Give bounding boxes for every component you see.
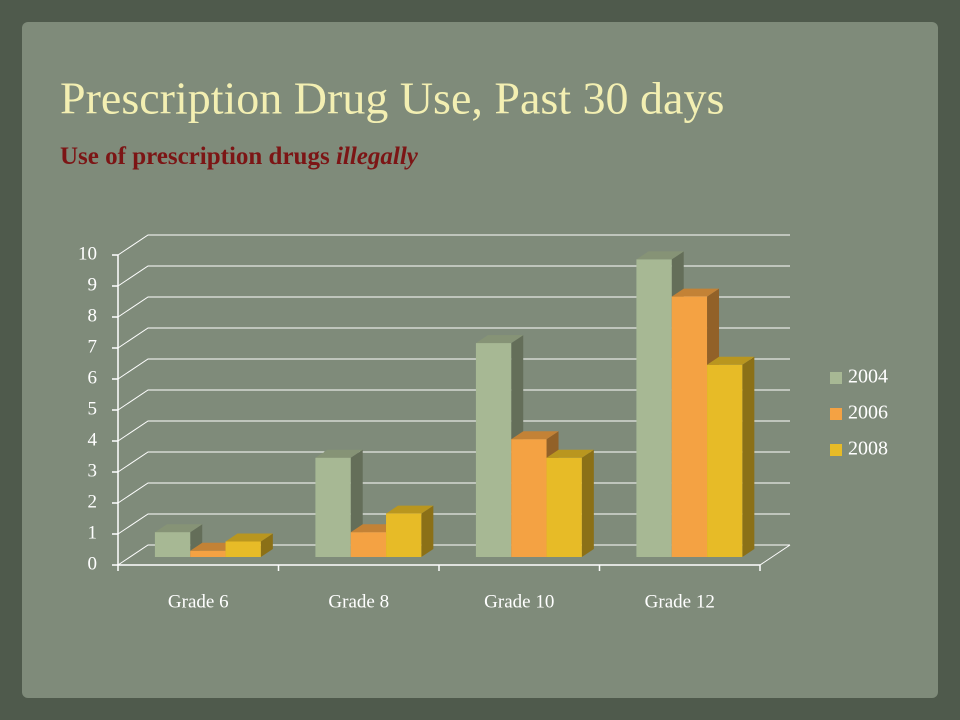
bar-top <box>154 524 203 533</box>
floor-edge <box>759 544 791 566</box>
bar <box>315 457 351 557</box>
y-tick-label: 8 <box>88 305 98 326</box>
bar <box>386 513 422 557</box>
grid-line <box>117 389 790 411</box>
y-tick-label: 4 <box>88 429 98 450</box>
legend-swatch <box>830 372 842 384</box>
bar <box>350 532 387 557</box>
bar <box>707 364 743 557</box>
chart-subtitle: Use of prescription drugs illegally <box>60 143 419 170</box>
y-tick-label: 2 <box>88 491 98 512</box>
x-tick-label: Grade 8 <box>328 591 389 612</box>
y-tick-label: 1 <box>88 522 98 543</box>
bar-top <box>707 356 755 365</box>
bar <box>636 259 672 557</box>
bar <box>475 343 512 557</box>
grid-line <box>117 327 790 349</box>
grid-line <box>117 265 790 287</box>
bar-top <box>511 431 559 440</box>
bar <box>225 541 261 557</box>
subtitle-text: Use of prescription drugs <box>60 143 330 170</box>
y-tick-label: 3 <box>88 460 98 481</box>
bar-top <box>546 449 594 458</box>
x-tick-label: Grade 10 <box>484 591 554 612</box>
legend-swatch <box>830 444 842 456</box>
bar-top <box>225 533 273 542</box>
chart-title: Prescription Drug Use, Past 30 days <box>60 73 724 124</box>
bar-side <box>260 533 273 557</box>
bar <box>671 296 708 557</box>
x-tick-label: Grade 12 <box>645 591 715 612</box>
y-tick-label: 0 <box>88 553 98 574</box>
bar-top <box>386 505 434 514</box>
grid-line <box>117 234 790 256</box>
legend-label: 2006 <box>848 402 888 424</box>
bar <box>546 457 582 557</box>
grid-line <box>117 420 790 442</box>
y-tick-label: 7 <box>88 336 98 357</box>
grid-line <box>117 296 790 318</box>
bar-side <box>742 356 755 557</box>
y-tick-label: 5 <box>88 398 98 419</box>
legend-swatch <box>830 408 842 420</box>
bar-top <box>475 335 524 344</box>
bar-side <box>421 505 434 557</box>
bar-top <box>636 251 684 260</box>
bar-top <box>315 449 363 458</box>
y-tick-label: 6 <box>88 367 98 388</box>
y-tick-label: 10 <box>78 243 97 264</box>
bar <box>190 550 226 557</box>
grid-line <box>117 358 790 380</box>
subtitle-emphasis: illegally <box>336 143 419 170</box>
legend-label: 2008 <box>848 438 888 460</box>
bar <box>154 532 191 557</box>
y-tick-label: 9 <box>88 274 98 295</box>
bar-side <box>581 449 594 557</box>
x-tick-label: Grade 6 <box>168 591 229 612</box>
legend-label: 2004 <box>848 366 888 388</box>
bar <box>511 439 547 557</box>
bar-top <box>671 288 720 297</box>
